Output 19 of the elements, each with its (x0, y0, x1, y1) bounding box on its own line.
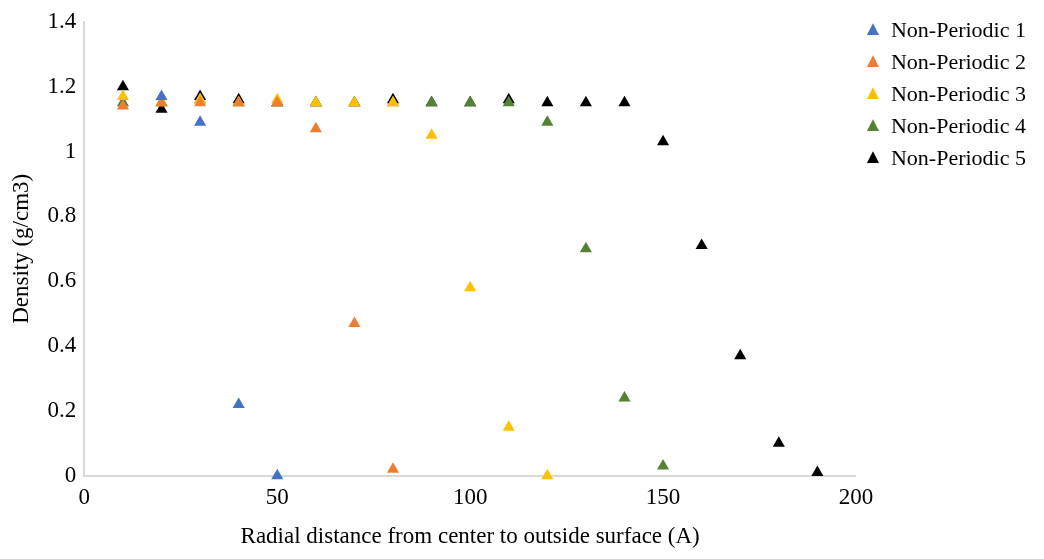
y-tick-label: 1.2 (47, 72, 77, 98)
legend-label: Non-Periodic 3 (890, 80, 1026, 106)
x-tick-label: 50 (265, 483, 289, 509)
y-tick-label: 0.4 (47, 332, 77, 358)
legend-label: Non-Periodic 4 (890, 112, 1026, 138)
y-tick-label: 0.8 (47, 202, 77, 228)
x-tick-label: 200 (838, 483, 874, 509)
y-tick-label: 0 (64, 461, 77, 487)
x-tick-label: 100 (452, 483, 488, 509)
legend-label: Non-Periodic 2 (890, 48, 1026, 74)
y-tick-label: 0.2 (47, 396, 77, 422)
y-axis-title: Density (g/cm3) (7, 173, 33, 324)
legend-label: Non-Periodic 1 (890, 16, 1026, 42)
x-axis-title: Radial distance from center to outside surface (A) (240, 523, 700, 549)
y-tick-label: 1.4 (47, 7, 77, 33)
y-tick-label: 1 (64, 137, 77, 163)
legend-label: Non-Periodic 5 (890, 144, 1026, 170)
y-tick-label: 0.6 (47, 267, 77, 293)
x-tick-label: 150 (645, 483, 681, 509)
